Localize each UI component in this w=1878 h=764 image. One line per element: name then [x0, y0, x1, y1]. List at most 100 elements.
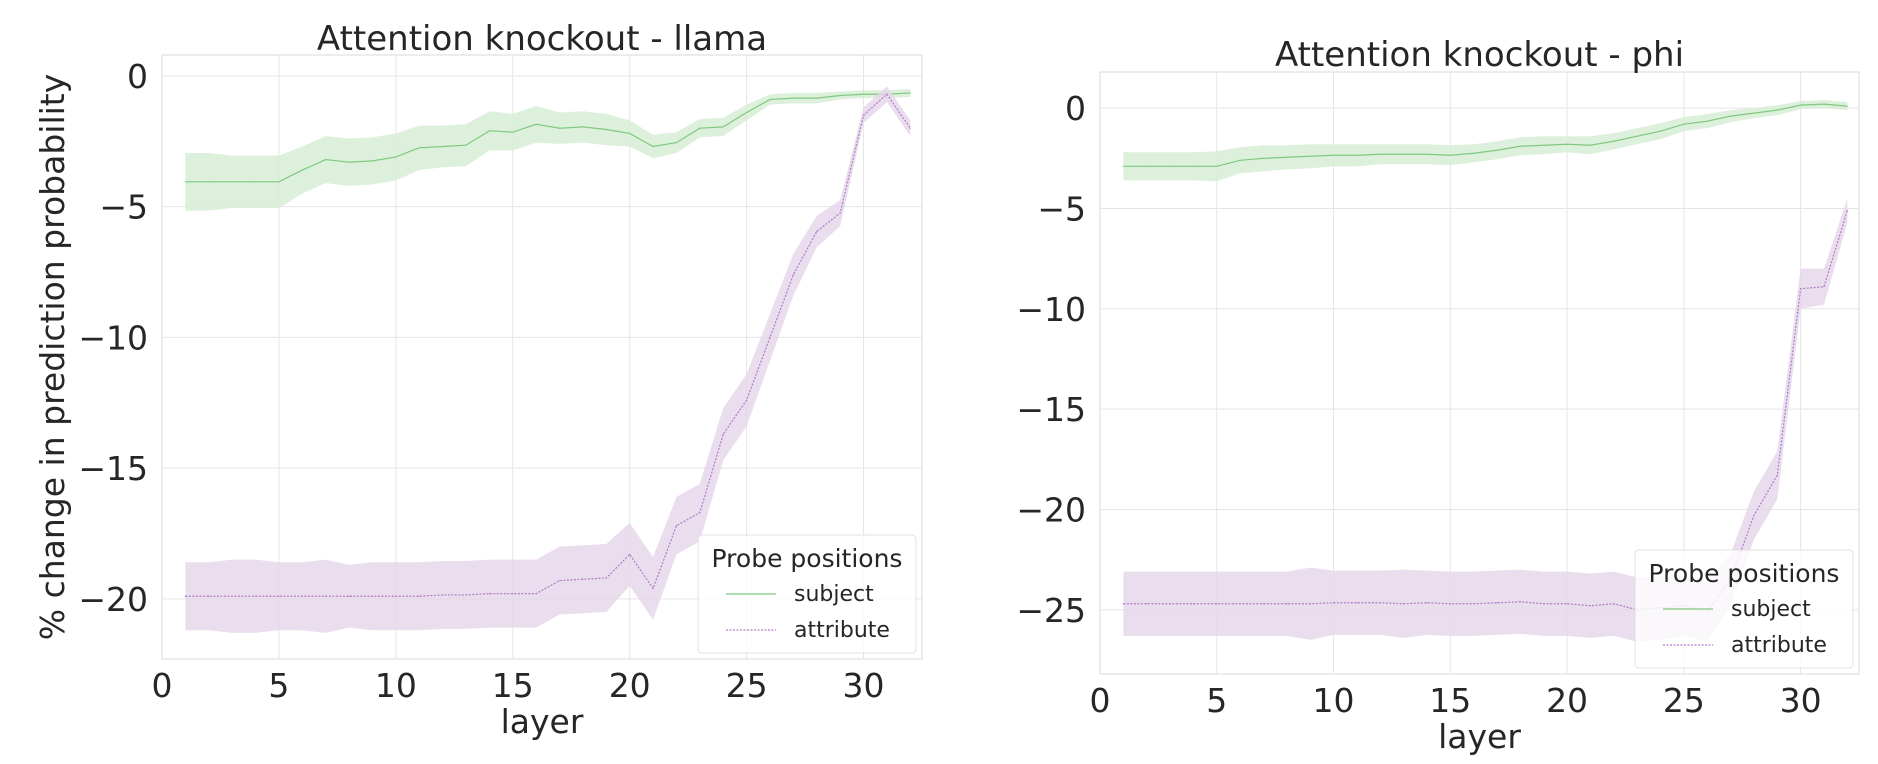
confidence-band-subject	[1123, 100, 1848, 182]
data-point-attribute	[816, 230, 818, 233]
data-point-attribute	[1613, 603, 1615, 605]
data-point-subject	[558, 127, 561, 129]
x-tick-label: 5	[268, 666, 289, 705]
data-point-subject	[1403, 153, 1405, 155]
data-point-subject	[862, 93, 865, 95]
data-point-attribute	[792, 274, 794, 276]
data-point-attribute	[1496, 602, 1498, 604]
x-tick-label: 15	[1429, 681, 1471, 720]
data-point-subject	[769, 98, 771, 101]
data-point-attribute	[1426, 602, 1428, 604]
data-point-subject	[629, 132, 631, 135]
data-point-subject	[231, 181, 233, 183]
data-point-attribute	[862, 114, 865, 116]
data-point-attribute	[1356, 602, 1358, 604]
data-point-attribute	[1449, 603, 1451, 605]
data-point-attribute	[465, 594, 467, 596]
data-point-subject	[816, 97, 818, 99]
data-point-attribute	[1753, 514, 1755, 517]
legend-label-subject: subject	[794, 582, 874, 607]
x-tick-label: 20	[609, 666, 651, 705]
data-point-subject	[1776, 109, 1778, 111]
data-point-attribute	[1192, 603, 1195, 605]
data-point-subject	[488, 130, 490, 132]
legend-label-attribute: attribute	[794, 618, 890, 643]
data-point-subject	[1169, 165, 1171, 167]
data-point-attribute	[1262, 603, 1265, 605]
data-point-subject	[722, 126, 724, 128]
y-tick-label: −25	[1016, 591, 1086, 630]
y-tick-label: −20	[1016, 490, 1086, 529]
data-point-attribute	[652, 587, 654, 590]
data-point-subject	[582, 126, 584, 128]
data-point-subject	[348, 161, 350, 163]
x-tick-label: 5	[1206, 681, 1227, 720]
y-tick-label: −5	[1037, 189, 1086, 228]
data-point-attribute	[675, 525, 678, 527]
confidence-band-attribute	[185, 86, 911, 633]
x-tick-label: 25	[726, 666, 768, 705]
data-point-attribute	[1543, 603, 1545, 605]
series-line-attribute	[185, 93, 911, 597]
data-point-attribute	[1379, 602, 1381, 604]
data-point-subject	[675, 141, 678, 144]
data-point-subject	[1566, 143, 1568, 145]
data-point-attribute	[208, 595, 210, 597]
data-point-attribute	[629, 553, 631, 556]
data-point-attribute	[769, 336, 771, 338]
data-point-attribute	[886, 93, 888, 95]
data-point-subject	[535, 123, 537, 125]
data-point-attribute	[1122, 603, 1124, 605]
data-point-attribute	[301, 595, 303, 597]
data-point-subject	[418, 147, 420, 149]
data-point-subject	[278, 181, 280, 183]
chart-title: Attention knockout - llama	[317, 19, 767, 59]
data-point-subject	[1519, 145, 1521, 147]
series-line-subject	[1123, 103, 1848, 167]
data-point-subject	[371, 160, 374, 162]
data-point-attribute	[488, 593, 490, 595]
legend: Probe positions subject attribute	[1634, 549, 1854, 669]
data-point-subject	[1216, 165, 1218, 167]
data-point-subject	[301, 169, 303, 171]
data-point-attribute	[442, 594, 444, 596]
x-tick-label: 20	[1546, 681, 1588, 720]
data-point-attribute	[371, 595, 374, 597]
data-point-attribute	[1566, 603, 1568, 605]
data-point-subject	[1473, 152, 1475, 154]
data-point-subject	[1589, 144, 1592, 146]
data-point-attribute	[1169, 603, 1171, 605]
legend-box	[697, 534, 917, 654]
legend-label-subject: subject	[1731, 597, 1811, 622]
series-line-subject	[185, 92, 911, 183]
data-point-subject	[605, 128, 607, 131]
data-point-attribute	[746, 399, 748, 401]
data-point-attribute	[1239, 603, 1241, 605]
data-point-subject	[325, 158, 327, 161]
data-point-attribute	[699, 511, 701, 514]
x-tick-label: 25	[1663, 681, 1705, 720]
data-point-attribute	[558, 579, 561, 582]
x-tick-label: 30	[1780, 681, 1822, 720]
legend-title: Probe positions	[712, 544, 903, 573]
data-point-attribute	[535, 593, 537, 595]
data-point-attribute	[1846, 209, 1848, 212]
data-point-subject	[909, 92, 911, 94]
y-tick-label: −10	[1016, 290, 1086, 329]
data-point-subject	[1239, 159, 1241, 161]
data-point-attribute	[722, 433, 724, 435]
y-axis-label: % change in prediction probability	[33, 74, 72, 640]
data-point-subject	[1543, 144, 1545, 146]
series-line-attribute	[1123, 210, 1848, 613]
x-tick-label: 0	[1090, 681, 1111, 720]
data-point-attribute	[278, 595, 280, 597]
confidence-band-subject	[185, 88, 911, 211]
chart-title: Attention knockout - phi	[1275, 35, 1684, 75]
y-tick-label: −10	[78, 318, 148, 357]
data-point-subject	[792, 97, 794, 99]
data-point-subject	[1286, 156, 1288, 158]
x-axis-label: layer	[501, 702, 584, 741]
data-point-attribute	[395, 595, 397, 597]
data-point-subject	[1613, 140, 1615, 142]
data-point-attribute	[605, 577, 607, 579]
